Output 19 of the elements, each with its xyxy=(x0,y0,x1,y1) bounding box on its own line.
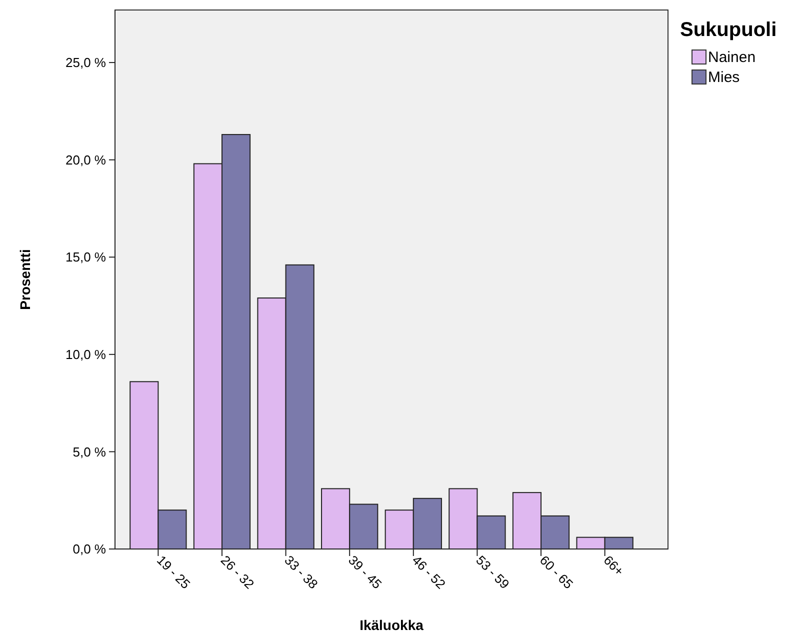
x-tick-label: 46 - 52 xyxy=(409,552,449,592)
y-tick-label: 25,0 % xyxy=(66,55,106,70)
x-tick-label: 26 - 32 xyxy=(218,552,258,592)
y-tick-label: 10,0 % xyxy=(66,346,106,362)
x-tick-label: 66+ xyxy=(600,552,627,579)
x-tick-label: 60 - 65 xyxy=(536,552,576,592)
y-tick-label: 15,0 % xyxy=(66,250,106,265)
y-axis-title: Prosentti xyxy=(17,249,33,310)
legend-title: Sukupuoli xyxy=(680,19,777,41)
legend-label: Nainen xyxy=(708,49,756,66)
y-tick-label: 20,0 % xyxy=(66,152,106,168)
legend-label: Mies xyxy=(708,69,740,86)
x-tick-label: 19 - 25 xyxy=(154,552,194,592)
x-axis-title: Ikäluokka xyxy=(360,617,424,633)
x-tick-label: 53 - 59 xyxy=(473,552,512,592)
y-tick-label: 0,0 % xyxy=(72,542,106,557)
x-tick-label: 33 - 38 xyxy=(282,552,321,592)
y-tick-label: 5,0 % xyxy=(72,444,106,460)
x-tick-label: 39 - 45 xyxy=(345,552,385,592)
